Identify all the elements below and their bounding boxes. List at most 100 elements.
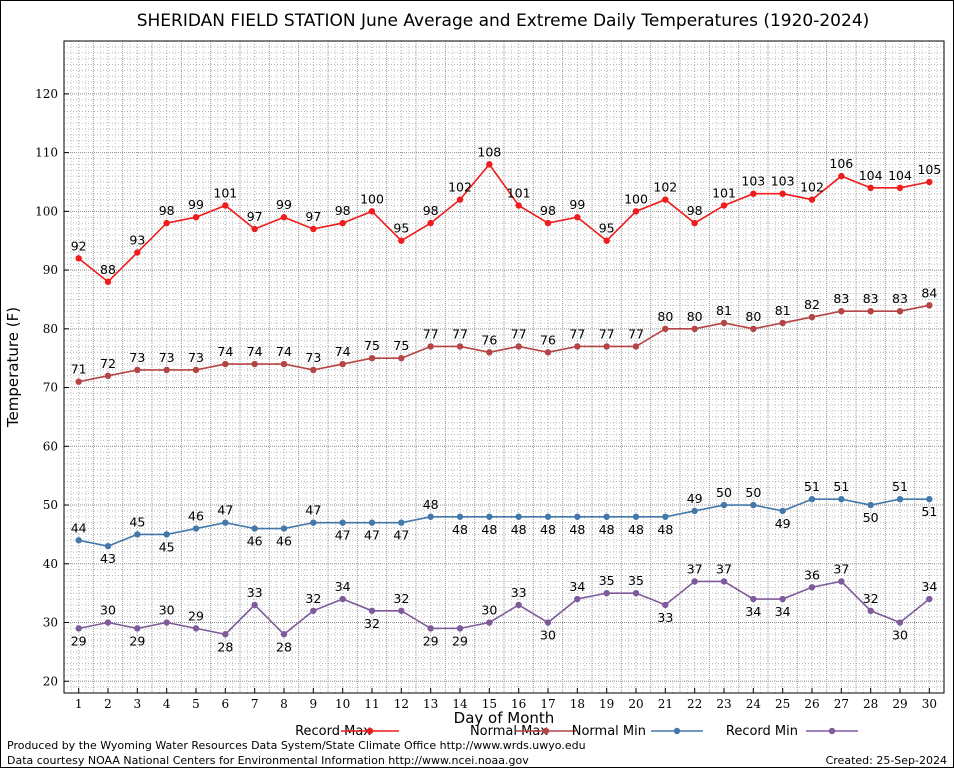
normal-min-point — [574, 513, 581, 520]
record-min-data-label: 34 — [569, 579, 585, 594]
y-tick-label: 120 — [35, 87, 58, 101]
normal-max-point — [896, 307, 904, 315]
normal-max-point — [808, 313, 816, 321]
x-tick-label: 27 — [834, 697, 849, 711]
normal-min-point — [368, 519, 376, 526]
normal-max-data-label: 77 — [599, 326, 615, 341]
x-tick-label: 19 — [599, 697, 614, 711]
normal-max-point — [574, 343, 581, 350]
normal-max-data-label: 81 — [775, 303, 791, 318]
y-axis-label: Temperature (F) — [4, 307, 22, 428]
record-min-point — [603, 589, 610, 597]
record-max-data-label: 102 — [800, 180, 824, 195]
y-tick-label: 90 — [43, 263, 58, 277]
record-min-data-label: 30 — [892, 628, 908, 643]
x-tick-label: 6 — [222, 697, 230, 711]
record-min-point — [574, 595, 581, 603]
normal-min-point — [310, 519, 317, 526]
normal-max-data-label: 83 — [863, 291, 879, 306]
normal-min-data-label: 48 — [657, 522, 673, 537]
record-max-point — [603, 237, 610, 244]
normal-min-point — [163, 531, 170, 538]
normal-max-data-label: 77 — [628, 326, 644, 341]
x-tick-label: 18 — [570, 697, 585, 711]
normal-max-data-label: 74 — [276, 344, 292, 359]
record-min-point — [750, 595, 757, 603]
normal-min-point — [75, 537, 82, 544]
legend: Record Max Normal Max Normal Min Record Min — [295, 724, 858, 739]
record-min-data-label: 34 — [775, 604, 791, 619]
record-min-point — [222, 631, 229, 638]
record-max-point — [222, 202, 229, 209]
legend-swatch-marker — [366, 727, 374, 735]
record-min-point — [486, 619, 493, 626]
normal-min-data-label: 45 — [159, 539, 175, 554]
normal-max-data-label: 83 — [833, 291, 849, 306]
normal-min-point — [192, 525, 200, 532]
normal-min-data-label: 45 — [129, 514, 145, 529]
normal-max-data-label: 73 — [305, 350, 321, 365]
legend-item-record-min: Record Min — [726, 724, 858, 739]
normal-min-point — [427, 513, 434, 520]
record-max-point — [574, 214, 581, 221]
normal-max-point — [339, 360, 346, 368]
record-max-point — [632, 208, 640, 215]
normal-min-point — [339, 519, 346, 526]
normal-min-point — [662, 513, 669, 520]
normal-min-data-label: 44 — [71, 520, 87, 535]
x-tick-label: 24 — [746, 697, 762, 711]
normal-min-point — [104, 542, 112, 550]
record-min-point — [779, 595, 786, 603]
record-max-data-label: 98 — [423, 203, 439, 218]
normal-max-data-label: 80 — [745, 309, 761, 324]
normal-min-point — [515, 513, 522, 520]
record-min-point — [75, 625, 82, 632]
record-max-point — [310, 225, 317, 233]
legend-swatch-marker — [828, 727, 836, 735]
normal-max-data-label: 82 — [804, 297, 820, 312]
record-min-data-label: 32 — [364, 616, 380, 631]
record-max-point — [896, 184, 904, 192]
normal-max-line — [78, 304, 930, 383]
normal-max-data-label: 77 — [569, 326, 585, 341]
record-max-data-label: 104 — [888, 168, 912, 183]
normal-max-data-label: 73 — [159, 350, 175, 365]
record-max-data-label: 102 — [448, 180, 472, 195]
legend-swatch-marker — [542, 727, 550, 735]
normal-min-point — [544, 513, 552, 520]
footer-created: Created: 25-Sep-2024 — [826, 754, 947, 767]
normal-min-point — [808, 495, 816, 503]
record-min-data-label: 29 — [188, 608, 204, 623]
normal-max-data-label: 81 — [716, 303, 732, 318]
x-tick-label: 8 — [280, 697, 288, 711]
x-tick-label: 11 — [364, 697, 379, 711]
x-tick-label: 3 — [134, 697, 142, 711]
y-tick-label: 30 — [43, 616, 58, 630]
normal-min-point — [691, 507, 698, 515]
record-max-data-label: 92 — [71, 238, 87, 253]
record-min-data-label: 34 — [745, 604, 761, 619]
record-max-data-label: 104 — [859, 168, 883, 183]
record-max-point — [720, 202, 728, 209]
normal-min-data-label: 51 — [833, 479, 849, 494]
record-min-point — [368, 607, 376, 614]
normal-min-data-label: 48 — [423, 497, 439, 512]
record-min-point — [896, 619, 904, 626]
normal-min-data-label: 51 — [921, 504, 937, 519]
normal-min-data-label: 47 — [335, 528, 351, 543]
y-tick-label: 40 — [43, 557, 58, 571]
record-max-data-label: 102 — [653, 180, 677, 195]
x-tick-label: 20 — [628, 697, 643, 711]
normal-min-data-label: 47 — [217, 503, 233, 518]
normal-max-data-label: 77 — [423, 326, 439, 341]
x-tick-label: 7 — [251, 697, 259, 711]
record-max-data-label: 99 — [188, 197, 204, 212]
normal-max-data-label: 73 — [188, 350, 204, 365]
record-min-data-label: 29 — [452, 633, 468, 648]
x-tick-label: 15 — [482, 697, 497, 711]
record-min-data-label: 29 — [129, 633, 145, 648]
normal-min-point — [720, 501, 728, 509]
normal-max-point — [515, 343, 522, 350]
y-tick-label: 100 — [35, 204, 58, 218]
record-max-data-label: 108 — [477, 144, 501, 159]
